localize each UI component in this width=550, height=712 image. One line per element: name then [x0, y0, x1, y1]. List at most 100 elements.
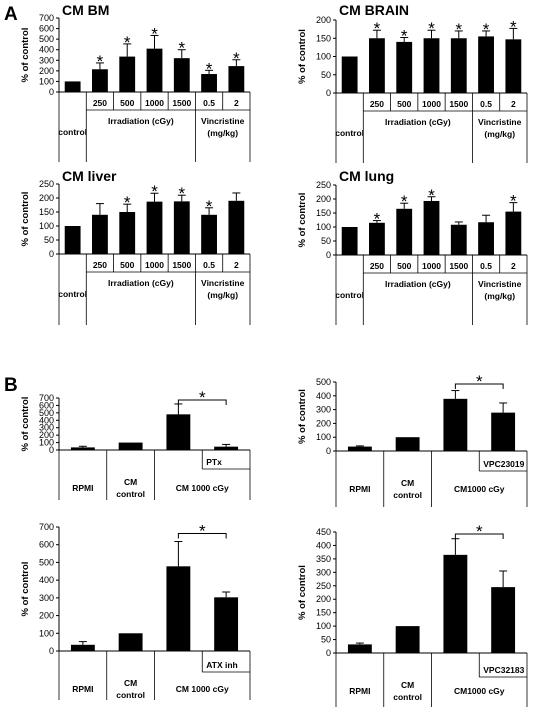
y-tick-label: 100 [39, 221, 54, 231]
category-label: 250 [370, 99, 384, 109]
y-tick-label: 600 [39, 400, 54, 410]
category-label: 1500 [172, 98, 191, 108]
group-label: control [393, 490, 422, 500]
category-label: 0.5 [203, 260, 215, 270]
significance-star: * [178, 184, 185, 203]
y-tick-label: 150 [39, 207, 54, 217]
group-label: CM1000 cGy [454, 686, 505, 696]
chart-b-2: 0 100 200 300 400 500 % of control VPC23019 RPMI… [297, 372, 528, 507]
category-label: 2 [511, 99, 516, 109]
category-label: 0.5 [203, 98, 215, 108]
significance-star: * [97, 52, 104, 71]
category-label: 0.5 [480, 261, 492, 271]
category-label: 1000 [422, 261, 441, 271]
bar [201, 214, 217, 254]
bar [70, 644, 95, 651]
bar [118, 442, 143, 450]
inhibitor-label: PTx [206, 457, 222, 467]
y-tick-label: 200 [316, 194, 331, 204]
significance-star: * [428, 186, 435, 205]
group-label: CM [401, 478, 414, 488]
y-tick-label: 0 [49, 87, 54, 97]
category-label: 500 [120, 98, 134, 108]
bar [450, 224, 467, 255]
group-label: CM [401, 680, 414, 690]
y-tick-label: 400 [316, 540, 331, 550]
bar [423, 38, 440, 93]
bar [92, 214, 108, 254]
group-label: CM [124, 477, 137, 487]
y-tick-label: 100 [316, 52, 331, 62]
bar [478, 222, 494, 255]
bar [214, 597, 239, 651]
y-tick-label: 50 [321, 236, 331, 246]
y-tick-label: 400 [39, 45, 54, 55]
y-tick-label: 200 [316, 594, 331, 604]
bar [173, 58, 190, 92]
group-label: CM 1000 cGy [176, 483, 229, 493]
y-tick-label: 600 [39, 24, 54, 34]
group-label: Irradiation (cGy) [385, 279, 451, 289]
y-tick-label: 700 [39, 522, 54, 532]
y-tick-label: 200 [39, 430, 54, 440]
group-label: RPMI [72, 684, 93, 694]
significance-star: * [124, 33, 131, 52]
y-tick-label: 400 [39, 415, 54, 425]
bar [347, 446, 372, 451]
category-label: 1500 [449, 261, 468, 271]
chart-b-4: 0 50 100 150 200 250 300 350 400 450 % of control V… [297, 522, 528, 707]
group-label: Vincristine [478, 117, 522, 127]
chart-title: CM BRAIN [339, 2, 409, 18]
group-label: Vincristine [201, 116, 245, 126]
group-label: RPMI [349, 686, 370, 696]
category-label: 0.5 [480, 99, 492, 109]
bar [505, 39, 522, 93]
y-axis-label: % of control [297, 565, 308, 620]
chart-a-2: CM BRAIN 0 50 100 150 200 % of control * 250 * 500… [297, 2, 528, 163]
group-label: control [335, 128, 364, 138]
bar [491, 587, 516, 653]
bar [369, 38, 385, 93]
bar [505, 211, 522, 255]
significance-star: * [455, 20, 462, 39]
y-tick-label: 0 [326, 250, 331, 260]
y-tick-label: 300 [316, 567, 331, 577]
group-label: control [116, 489, 145, 499]
y-tick-label: 500 [39, 408, 54, 418]
significance-star: * [199, 522, 206, 541]
bar [173, 201, 190, 254]
category-label: 2 [511, 261, 516, 271]
bar [119, 56, 136, 92]
group-label: control [58, 289, 87, 299]
bar [396, 208, 413, 255]
category-label: 1500 [449, 99, 468, 109]
y-axis-label: % of control [20, 192, 31, 247]
significance-star: * [401, 192, 408, 211]
inhibitor-label: VPC32183 [483, 665, 524, 675]
y-tick-label: 600 [39, 540, 54, 550]
group-label: (mg/kg) [484, 129, 515, 139]
bar [443, 398, 468, 451]
bar [478, 36, 494, 93]
bar [395, 437, 420, 451]
significance-star: * [510, 192, 517, 211]
group-label: (mg/kg) [484, 291, 515, 301]
bar [166, 566, 191, 651]
y-tick-label: 500 [316, 377, 331, 387]
chart-b-3: 0 100 200 300 400 500 600 700 % of control ATX in… [20, 522, 251, 700]
y-tick-label: 250 [39, 179, 54, 189]
y-tick-label: 100 [39, 438, 54, 448]
significance-star: * [428, 19, 435, 38]
category-label: 250 [93, 260, 107, 270]
y-tick-label: 0 [49, 646, 54, 656]
y-tick-label: 350 [316, 554, 331, 564]
y-tick-label: 150 [316, 608, 331, 618]
significance-star: * [206, 197, 213, 216]
bar [166, 414, 191, 450]
y-tick-label: 150 [316, 208, 331, 218]
group-label: control [58, 127, 87, 137]
y-tick-label: 0 [326, 88, 331, 98]
significance-star: * [374, 19, 381, 38]
chart-title: CM BM [62, 2, 109, 18]
